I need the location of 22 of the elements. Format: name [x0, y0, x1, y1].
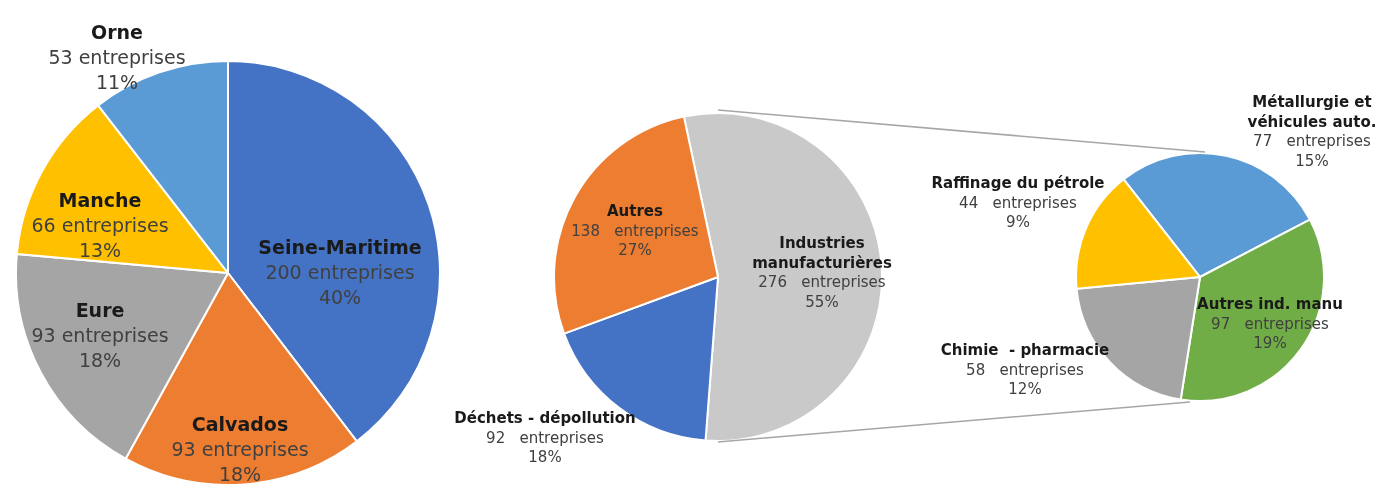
slice-label: Orne: [91, 21, 143, 44]
data-label: 53 entreprises 11%: [48, 46, 186, 93]
data-label: 138 entreprises 27%: [571, 221, 699, 260]
slice-label: Déchets - dépollution: [454, 409, 636, 428]
data-label: 276 entreprises 55%: [758, 273, 886, 311]
data-label: 44 entreprises 9%: [959, 193, 1078, 232]
data-label: 93 entreprises 18%: [31, 324, 169, 371]
data-label: 58 entreprises 12%: [966, 360, 1085, 399]
data-label: 77 entreprises 15%: [1253, 132, 1372, 170]
data-label: 93 entreprises 18%: [171, 438, 309, 485]
data-label: 92 entreprises 18%: [486, 428, 605, 467]
data-label: 66 entreprises 13%: [31, 214, 169, 261]
slice-label: Raffinage du pétrole: [931, 174, 1105, 193]
slice-label: Manche: [58, 189, 142, 212]
slice-label: Industries manufacturières: [752, 234, 892, 272]
slice-label: Métallurgie et véhicules auto.: [1247, 93, 1377, 131]
slice-label: Seine-Maritime: [258, 236, 422, 259]
data-label: 200 entreprises 40%: [265, 261, 415, 308]
slice-label: Calvados: [191, 413, 289, 436]
slice-label: Eure: [75, 299, 125, 322]
slice-label: Chimie - pharmacie: [940, 341, 1110, 360]
slice-label: Autres: [607, 202, 664, 221]
